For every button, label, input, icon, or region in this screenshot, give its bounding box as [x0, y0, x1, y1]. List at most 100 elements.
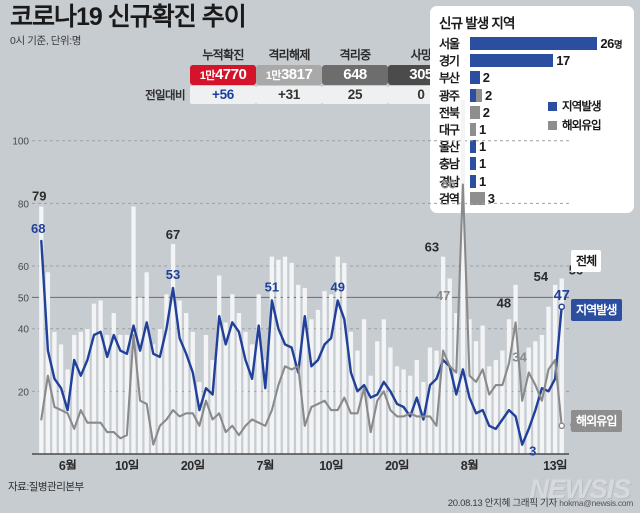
stats-delta-label: 전일대비	[145, 90, 186, 102]
bar-total	[539, 334, 545, 454]
bar-total	[269, 256, 275, 454]
annotation-47: 47	[554, 288, 570, 304]
region-value: 17	[556, 53, 570, 69]
region-bar-group	[470, 71, 480, 85]
region-bar-group	[470, 105, 480, 119]
bar-total	[236, 313, 242, 454]
annotation-47: 47	[436, 288, 450, 303]
legend-label-imported: 해외유입	[562, 120, 602, 132]
y-axis-tick-60: 60	[18, 262, 30, 273]
bar-total	[216, 275, 222, 454]
stat-column-label-2: 격리중	[339, 48, 371, 62]
region-row: 검역 3	[439, 190, 626, 207]
annotation-63: 63	[425, 240, 439, 255]
bar-total	[381, 319, 387, 454]
stat-delta-0: +56	[190, 86, 256, 104]
credit-line: 20.08.13 안지혜 그래픽 기자 hokma@newsis.com	[448, 495, 634, 509]
region-bar-list: 서울 26명 경기 17 부산 2 광주 2 전북 2 대구 1 울산 1 충남 1 경남 1 검역 3	[439, 35, 626, 207]
region-row: 충남 1	[439, 155, 626, 172]
region-name: 울산	[439, 140, 460, 155]
stat-value-rest-0: 4770	[214, 66, 247, 83]
stat-delta-1: +31	[256, 86, 322, 104]
stat-value-1: 1만3817	[256, 65, 322, 85]
bar-total	[78, 331, 83, 454]
bar-total	[111, 313, 116, 454]
bar-total	[473, 341, 479, 454]
bar-total	[65, 369, 70, 454]
line-local	[40, 239, 563, 446]
x-axis-tick-1: 10일	[115, 459, 139, 472]
stats-header-row: 누적확진 격리해제 격리중 사망	[128, 46, 454, 64]
region-bar-group	[470, 157, 476, 171]
bar-total	[85, 328, 90, 454]
region-value: 1	[479, 173, 486, 189]
region-name: 충남	[439, 157, 460, 172]
bar-total	[335, 256, 340, 454]
bar-total	[210, 360, 215, 454]
region-value: 3	[487, 190, 495, 206]
bar-total	[328, 294, 334, 454]
region-bar-local	[470, 88, 476, 102]
bar-total	[177, 300, 182, 454]
bar-total	[52, 331, 57, 454]
bar-total	[98, 300, 103, 454]
annotation-48: 48	[497, 296, 511, 311]
region-bar-imported	[470, 123, 476, 137]
region-legend: 지역발생 해외유입	[548, 98, 602, 133]
endpoint-marker	[558, 422, 566, 430]
region-name: 경남	[439, 174, 460, 189]
y-axis-tick-20: 20	[18, 387, 30, 398]
x-axis-tick-6: 8월	[461, 458, 478, 472]
bar-total	[375, 341, 380, 454]
region-value: 2	[482, 104, 490, 120]
newsis-logo: NEWSIS	[529, 474, 631, 504]
region-bar-imported	[470, 105, 480, 119]
daily-cases-chart: 20 40 50 60 80 100 6월 10일 20일 7월 10일 20일 8월 13일 79 68 53…	[0, 96, 640, 472]
region-name: 부산	[439, 71, 460, 86]
stat-column-label-3: 사망	[410, 48, 432, 62]
bar-total	[322, 291, 327, 454]
x-axis-tick-4: 10일	[319, 459, 343, 472]
page-title: 코로나19 신규확진 추이	[10, 3, 247, 31]
stat-delta-cell-0: +56	[190, 86, 256, 104]
stat-value-2: 648	[322, 65, 388, 85]
region-value: 2	[485, 87, 492, 103]
stat-delta-cell-2: 25	[322, 86, 388, 104]
y-axis-tick-100: 100	[12, 137, 29, 148]
source-text: 자료:질병관리본부	[8, 481, 84, 493]
page-subtitle: 0시 기준, 단위:명	[10, 34, 82, 47]
line-imported	[40, 183, 563, 446]
annotation-113: 113	[451, 96, 474, 99]
badge-imported-cases: 해외유입	[571, 410, 622, 432]
bar-total	[45, 272, 51, 454]
bar-total	[157, 328, 163, 454]
annotation-3: 3	[529, 444, 536, 459]
legend-swatch-local	[548, 101, 557, 111]
region-name: 검역	[439, 191, 460, 206]
bar-total	[302, 287, 307, 454]
endpoint-marker	[558, 303, 566, 311]
bar-total	[118, 334, 123, 454]
region-bar-local	[470, 54, 554, 68]
bar-total	[480, 325, 485, 454]
bar-total	[144, 272, 149, 454]
stat-value-rest-1: 3817	[280, 66, 313, 83]
region-bar-local	[470, 157, 476, 171]
region-row: 광주 2	[439, 87, 626, 104]
x-axis-tick-2: 20일	[181, 459, 205, 472]
region-bar-local	[470, 140, 476, 154]
bar-total	[203, 334, 209, 454]
annotation-34: 34	[512, 349, 527, 364]
x-axis-tick-7: 13일	[543, 459, 567, 472]
bar-total	[401, 369, 406, 454]
bar-total	[506, 319, 512, 454]
region-name: 전북	[439, 105, 460, 120]
region-bar-group	[470, 174, 476, 188]
annotation-79: 79	[32, 189, 46, 204]
bar-total	[520, 391, 525, 454]
region-value: 1	[479, 139, 486, 155]
region-value: 1	[479, 122, 486, 138]
bar-total	[164, 294, 169, 454]
region-panel-title: 신규 발생 지역	[439, 16, 515, 31]
bar-total	[289, 262, 294, 454]
